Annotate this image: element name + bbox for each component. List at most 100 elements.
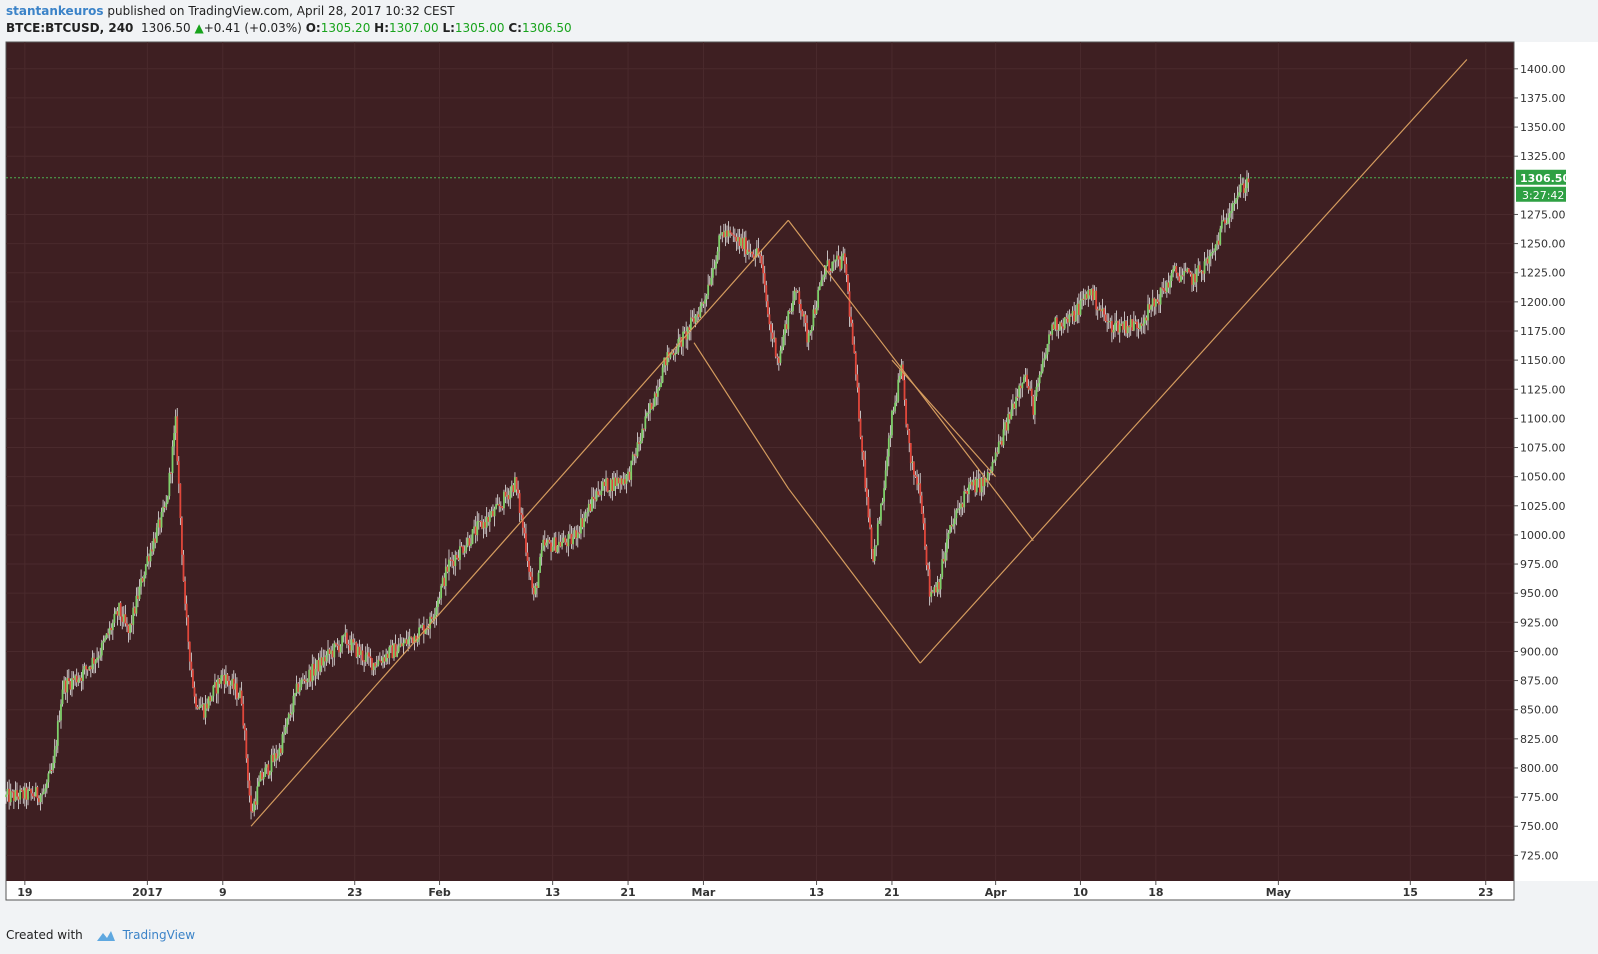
- candle-body: [755, 248, 758, 257]
- candle-body: [762, 264, 765, 274]
- candle-body: [108, 627, 111, 635]
- candle-body: [947, 532, 950, 540]
- candle-body: [924, 523, 926, 547]
- candle-body: [881, 501, 884, 504]
- author-link[interactable]: stantankeuros: [6, 4, 104, 18]
- candle-body: [424, 629, 427, 634]
- tradingview-link[interactable]: TradingView: [122, 928, 196, 942]
- candle-body: [75, 675, 78, 683]
- candle-body: [331, 650, 334, 658]
- candle-body: [898, 375, 901, 380]
- candle-body: [88, 666, 91, 670]
- candle-body: [760, 255, 763, 265]
- candle-body: [281, 734, 284, 753]
- candle-body: [540, 549, 543, 558]
- candle-body: [258, 781, 260, 787]
- candle-body: [1118, 324, 1121, 333]
- candle-body: [495, 504, 497, 509]
- candle-body: [1156, 299, 1159, 302]
- candle-body: [323, 657, 326, 662]
- candle-body: [1176, 272, 1179, 277]
- candle-body: [1154, 299, 1157, 307]
- candle-body: [1107, 321, 1110, 323]
- candle-body: [894, 402, 896, 411]
- candle-body: [688, 327, 691, 331]
- candle-body: [1110, 321, 1113, 333]
- candle-body: [251, 811, 254, 813]
- candle-body: [300, 679, 303, 688]
- candle-body: [630, 460, 633, 480]
- candle-body: [1217, 240, 1220, 245]
- candle-body: [798, 291, 801, 304]
- candle-body: [217, 678, 219, 694]
- candle-body: [9, 791, 12, 803]
- candle-body: [518, 493, 521, 513]
- candle-body: [63, 680, 66, 690]
- candle-body: [1187, 268, 1190, 273]
- candle-body: [126, 623, 128, 626]
- candle-body: [523, 527, 526, 534]
- candle-body: [301, 679, 304, 681]
- candle-body: [897, 379, 900, 402]
- candle-body: [600, 490, 603, 496]
- candle-body: [534, 585, 537, 595]
- candle-body: [1040, 371, 1043, 375]
- candle-body: [56, 721, 59, 746]
- candle-body: [1062, 326, 1065, 329]
- candle-body: [181, 518, 183, 555]
- candle-body: [422, 624, 425, 634]
- candle-body: [927, 565, 929, 570]
- candle-body: [782, 334, 785, 347]
- candle-body: [187, 617, 190, 642]
- price-chart[interactable]: 725.00 750.00 775.00 800.00 825.00 850.00 875.…: [0, 0, 1598, 920]
- candle-body: [408, 636, 411, 640]
- y-tick-label: 1125.00: [1520, 383, 1566, 396]
- candle-body: [735, 236, 738, 242]
- y-tick-label: 1025.00: [1520, 500, 1566, 513]
- symbol-label[interactable]: BTCE:BTCUSD, 240: [6, 21, 134, 35]
- current-price-badge: [1516, 169, 1566, 185]
- candle-body: [1048, 334, 1050, 344]
- candle-body: [556, 545, 559, 553]
- candle-body: [278, 748, 281, 756]
- candle-body: [1134, 321, 1137, 323]
- candle-body: [779, 350, 782, 363]
- candle-body: [1010, 409, 1013, 420]
- candle-body: [141, 578, 144, 582]
- candle-body: [358, 646, 361, 656]
- candle-body: [69, 681, 72, 690]
- candle-body: [12, 791, 15, 801]
- candle-body: [476, 521, 479, 536]
- candle-body: [608, 491, 611, 493]
- candle-body: [1198, 265, 1201, 272]
- candle-body: [636, 442, 639, 457]
- candle-body: [314, 668, 317, 676]
- candle-body: [437, 599, 439, 607]
- candle-body: [36, 787, 39, 799]
- candle-body: [862, 451, 865, 460]
- candle-body: [613, 477, 615, 491]
- candle-body: [606, 478, 609, 492]
- candle-body: [993, 460, 995, 462]
- candle-body: [410, 636, 413, 638]
- candle-body: [254, 801, 257, 805]
- candle-body: [988, 472, 991, 474]
- candle-body: [1054, 317, 1057, 330]
- candle-body: [1231, 203, 1234, 211]
- candle-body: [99, 655, 102, 658]
- candle-body: [474, 526, 477, 536]
- candle-body: [129, 623, 131, 633]
- created-with-text: Created with: [6, 928, 83, 942]
- candle-body: [864, 459, 867, 488]
- candle-body: [173, 433, 175, 447]
- candle-body: [151, 549, 153, 552]
- candle-body: [716, 251, 719, 262]
- candle-body: [239, 690, 241, 698]
- candle-body: [499, 506, 502, 508]
- candle-body: [58, 720, 61, 722]
- candle-body: [743, 237, 746, 250]
- candle-body: [1101, 308, 1104, 312]
- candle-body: [561, 541, 563, 547]
- open-label: O:: [305, 21, 321, 35]
- candle-body: [908, 430, 911, 444]
